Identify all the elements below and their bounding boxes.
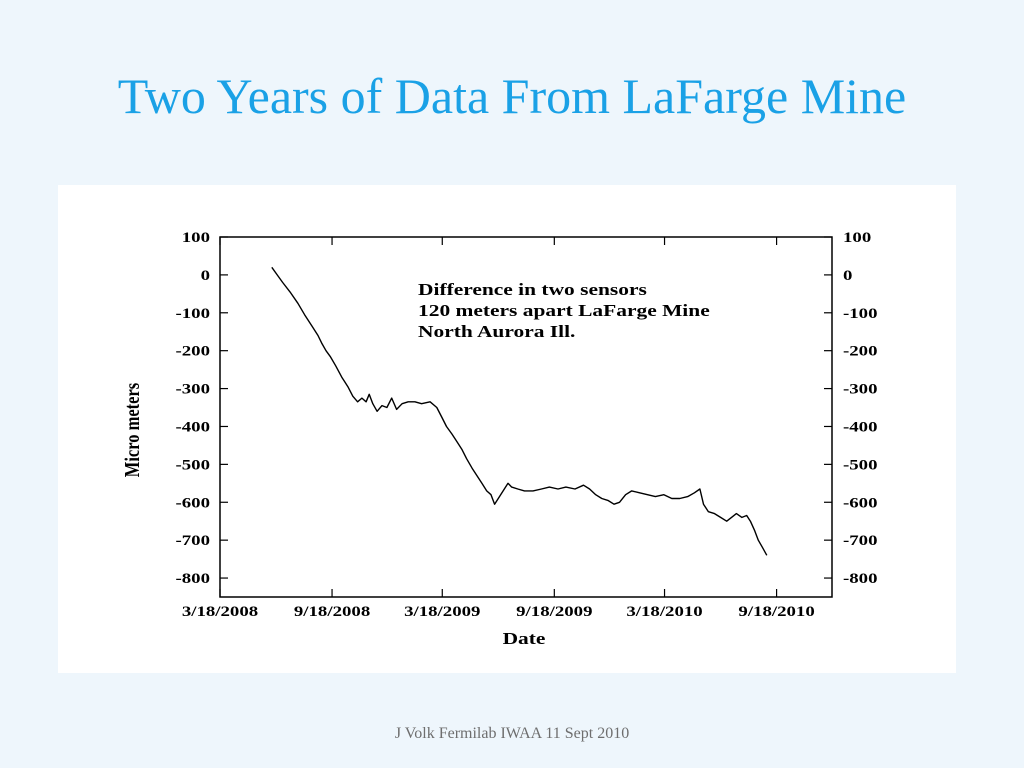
y-tick-label-left: 0 bbox=[201, 267, 210, 283]
y-tick-label-left: -700 bbox=[175, 532, 210, 548]
y-tick-label-left: -800 bbox=[175, 570, 210, 586]
x-tick-label: 9/18/2009 bbox=[516, 603, 592, 619]
x-tick-label: 3/18/2008 bbox=[182, 603, 258, 619]
y-tick-label-right: -600 bbox=[843, 494, 878, 510]
x-tick-label: 9/18/2008 bbox=[294, 603, 370, 619]
y-tick-label-left: -500 bbox=[175, 456, 210, 472]
chart: 100 100 0 0 -100 -100 -200 -200 -300 -300 -400 -400… bbox=[121, 229, 877, 648]
y-tick-label-left: -600 bbox=[175, 494, 210, 510]
y-tick-label-left: -400 bbox=[175, 419, 210, 435]
chart-panel: 100 100 0 0 -100 -100 -200 -200 -300 -300 -400 -400… bbox=[58, 185, 956, 673]
x-tick-label: 9/18/2010 bbox=[738, 603, 814, 619]
y-tick-label-left: -100 bbox=[175, 305, 210, 321]
y-tick-label-right: 100 bbox=[843, 229, 871, 245]
x-tick-label: 3/18/2010 bbox=[626, 603, 702, 619]
annotation-line: 120 meters apart LaFarge Mine bbox=[418, 302, 710, 320]
y-tick-label-right: -100 bbox=[843, 305, 878, 321]
series-line bbox=[271, 266, 768, 556]
y-tick-label-right: -300 bbox=[843, 381, 878, 397]
y-tick-label-right: -700 bbox=[843, 532, 878, 548]
slide-footer: J Volk Fermilab IWAA 11 Sept 2010 bbox=[394, 725, 630, 742]
annotation-line: Difference in two sensors bbox=[418, 281, 647, 299]
plot-frame bbox=[219, 236, 833, 598]
y-tick-label-left: -200 bbox=[175, 343, 210, 359]
y-tick-label-right: -400 bbox=[843, 419, 878, 435]
annotation: Difference in two sensors 120 meters apa… bbox=[418, 281, 710, 341]
y-tick-label-right: -500 bbox=[843, 456, 878, 472]
y-axis-label: Micro meters bbox=[121, 383, 145, 477]
y-tick-label-right: 0 bbox=[843, 267, 852, 283]
y-tick-label-left: 100 bbox=[182, 229, 210, 245]
slide-title: Two Years of Data From LaFarge Mine bbox=[117, 68, 907, 124]
annotation-line: North Aurora Ill. bbox=[418, 323, 575, 341]
y-tick-label-right: -200 bbox=[843, 343, 878, 359]
y-tick-label-left: -300 bbox=[175, 381, 210, 397]
axis-ticks: 100 100 0 0 -100 -100 -200 -200 -300 -300 -400 -400… bbox=[175, 229, 877, 619]
x-axis-label: Date bbox=[503, 630, 546, 648]
y-tick-label-right: -800 bbox=[843, 570, 878, 586]
x-tick-label: 3/18/2009 bbox=[404, 603, 480, 619]
